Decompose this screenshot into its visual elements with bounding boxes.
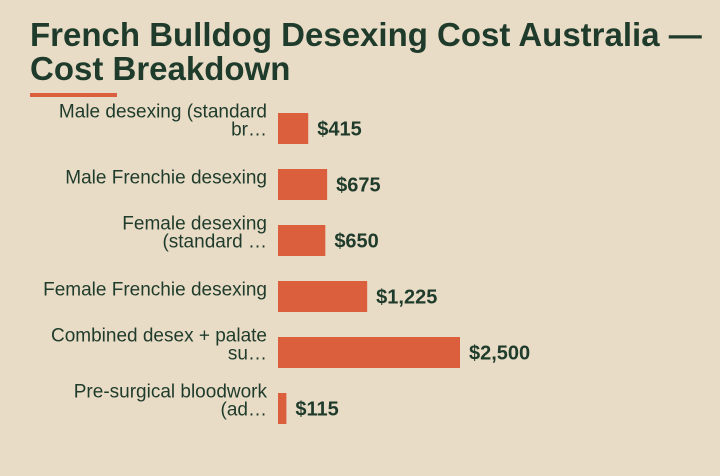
category-label: Male desexing (standard br…	[59, 102, 267, 141]
category-label: Combined desex + palate su…	[51, 326, 267, 365]
bar-group: $650 Female desexing (standard …	[122, 214, 379, 256]
category-label: Female Frenchie desexing	[43, 280, 267, 301]
bar	[278, 225, 326, 256]
category-label: Female desexing (standard …	[122, 214, 267, 253]
category-label-line: (standard …	[162, 232, 267, 253]
bar-group: $675 Male Frenchie desexing	[65, 168, 381, 200]
category-label-line: (ad…	[221, 400, 267, 421]
category-label-line: Female desexing	[122, 214, 267, 235]
bar-group: $415 Male desexing (standard br…	[59, 102, 362, 144]
category-label-line: br…	[231, 120, 267, 141]
title-underline	[30, 93, 117, 97]
category-label-line: Male desexing (standard	[59, 102, 267, 123]
bar	[278, 337, 460, 368]
value-label: $675	[336, 175, 381, 197]
value-label: $115	[295, 399, 338, 421]
category-label: Male Frenchie desexing	[65, 168, 267, 189]
bar	[278, 281, 368, 312]
value-label: $1,225	[376, 287, 437, 309]
value-label: $415	[317, 119, 362, 141]
bar-group: $1,225 Female Frenchie desexing	[43, 280, 437, 312]
category-label-line: su…	[228, 344, 267, 365]
bar	[278, 113, 309, 144]
bar	[278, 169, 328, 200]
category-label: Pre-surgical bloodwork (ad…	[74, 382, 268, 421]
bar-group: $2,500 Combined desex + palate su…	[51, 326, 530, 368]
value-label: $2,500	[469, 343, 530, 365]
value-label: $650	[334, 231, 379, 253]
chart-title: French Bulldog Desexing Cost Australia —…	[30, 16, 702, 87]
category-label-line: Combined desex + palate	[51, 326, 267, 347]
bar-group: $115 Pre-surgical bloodwork (ad…	[74, 382, 339, 424]
category-label-line: Pre-surgical bloodwork	[74, 382, 268, 403]
bar	[278, 393, 287, 424]
